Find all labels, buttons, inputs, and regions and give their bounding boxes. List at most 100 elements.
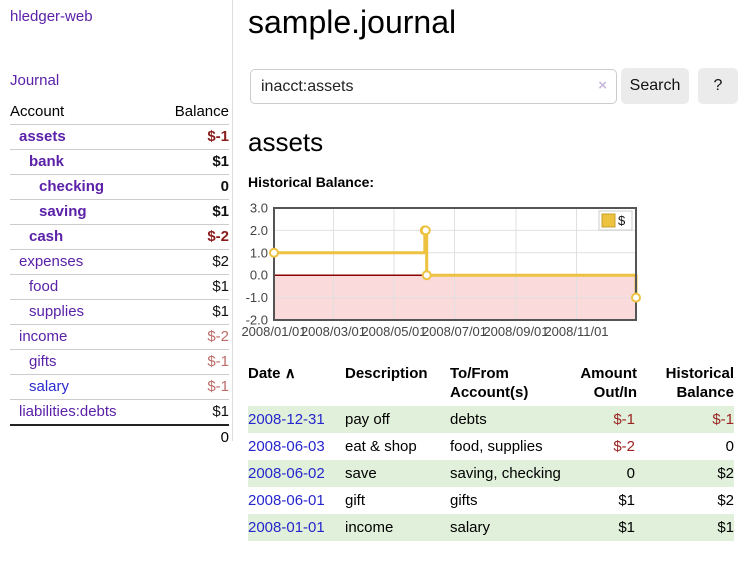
data-point — [631, 292, 641, 303]
transaction-accounts: food, supplies — [450, 438, 543, 455]
column-amount: Amount Out/In — [580, 365, 637, 401]
y-tick-label: 2.0 — [250, 223, 268, 238]
accounts-header-row: Account Balance — [10, 100, 229, 125]
legend-label: $ — [618, 213, 626, 228]
chart-title: Historical Balance: — [248, 174, 375, 190]
search-form: × Search ? — [250, 68, 738, 104]
account-balance: $1 — [155, 299, 229, 325]
help-button[interactable]: ? — [698, 68, 738, 104]
transaction-amount: $1 — [618, 492, 635, 509]
account-link[interactable]: expenses — [19, 253, 84, 270]
transaction-accounts: debts — [450, 411, 487, 428]
search-button[interactable]: Search — [621, 68, 689, 104]
transaction-description: gift — [345, 492, 366, 509]
account-row: supplies $1 — [10, 299, 229, 325]
register-table: Date ∧ Description To/From Account(s) Am… — [248, 360, 734, 541]
account-name-cell: food — [10, 274, 156, 300]
account-row: bank $1 — [10, 149, 229, 175]
account-link[interactable]: supplies — [29, 303, 85, 320]
account-row: food $1 — [10, 274, 229, 300]
transaction-date-cell: 2008-12-31 — [248, 406, 345, 433]
clear-search-icon[interactable]: × — [598, 77, 607, 94]
transaction-balance: $-1 — [712, 411, 734, 428]
y-tick-label: -2.0 — [246, 313, 268, 328]
account-link[interactable]: liabilities:debts — [19, 403, 117, 420]
account-balance: $1 — [155, 399, 229, 425]
account-name-cell: cash — [10, 224, 156, 250]
account-link[interactable]: food — [29, 278, 59, 295]
plot-border — [273, 207, 637, 321]
accounts-total-row: 0 — [10, 424, 229, 450]
transaction-date-link[interactable]: 2008-06-01 — [248, 492, 325, 509]
account-name-cell: checking — [10, 174, 156, 200]
data-point — [269, 247, 279, 258]
transaction-date-link[interactable]: 2008-06-02 — [248, 465, 325, 482]
y-tick-label: -1.0 — [246, 290, 268, 305]
account-row: assets $-1 — [10, 124, 229, 150]
column-balance: Historical Balance — [665, 365, 734, 401]
register-row: 2008-06-02 save saving, checking 0 $2 — [248, 460, 734, 487]
account-balance: $1 — [155, 274, 229, 300]
transaction-amount: $-2 — [613, 438, 635, 455]
transaction-date-link[interactable]: 2008-01-01 — [248, 519, 325, 536]
account-link[interactable]: income — [19, 328, 68, 345]
accounts-header-balance: Balance — [174, 103, 229, 120]
account-row: checking 0 — [10, 174, 229, 200]
transaction-date-cell: 2008-06-03 — [248, 433, 345, 460]
register-row: 2008-06-03 eat & shop food, supplies $-2 0 — [248, 433, 734, 460]
accounts-total-balance: 0 — [155, 424, 229, 450]
transaction-accounts: gifts — [450, 492, 478, 509]
y-tick-label: 1.0 — [250, 245, 268, 260]
transaction-date-link[interactable]: 2008-12-31 — [248, 411, 325, 428]
sidebar-item-journal[interactable]: Journal — [10, 72, 60, 89]
transaction-amount: $1 — [618, 519, 635, 536]
column-date[interactable]: Date ∧ — [248, 360, 345, 406]
transaction-accounts: saving, checking — [450, 465, 561, 482]
account-balance: $1 — [155, 149, 229, 175]
y-tick-label: 3.0 — [250, 201, 268, 216]
column-description: Description — [345, 365, 428, 382]
x-tick-label: 2008/05/01 — [361, 324, 426, 339]
data-point — [420, 225, 431, 236]
transaction-date-cell: 2008-06-01 — [248, 487, 345, 514]
account-name-cell: expenses — [10, 249, 156, 275]
y-tick-label: 0.0 — [250, 268, 268, 283]
account-link[interactable]: saving — [39, 203, 87, 220]
transaction-balance: $2 — [717, 465, 734, 482]
historical-balance-chart: 3.0 2.0 1.0 0.0 -1.0 -2.0 2008/01/01 2008/03/01… — [238, 198, 708, 348]
account-balance: $-1 — [155, 124, 229, 150]
transaction-date-link[interactable]: 2008-06-03 — [248, 438, 325, 455]
account-name-cell: gifts — [10, 349, 156, 375]
account-link[interactable]: bank — [29, 153, 65, 170]
account-balance: $-1 — [155, 374, 229, 400]
account-row: income $-2 — [10, 324, 229, 350]
page-title: sample.journal — [248, 4, 457, 40]
transaction-balance: $1 — [717, 519, 734, 536]
account-name-cell: income — [10, 324, 156, 350]
register-row: 2008-01-01 income salary $1 $1 — [248, 514, 734, 541]
x-tick-label: 2008/07/01 — [422, 324, 487, 339]
app-title-link[interactable]: hledger-web — [10, 8, 93, 25]
account-link[interactable]: cash — [29, 228, 64, 245]
sidebar: hledger-web Journal Account Balance asse… — [0, 0, 233, 450]
account-link[interactable]: salary — [29, 378, 70, 395]
accounts-table: Account Balance assets $-1 bank $1 checking 0… — [10, 100, 229, 450]
account-name-cell: salary — [10, 374, 156, 400]
account-balance: 0 — [155, 174, 229, 200]
register-row: 2008-06-01 gift gifts $1 $2 — [248, 487, 734, 514]
account-name-cell: assets — [10, 124, 156, 150]
search-input[interactable] — [250, 69, 617, 104]
account-link[interactable]: gifts — [29, 353, 57, 370]
transaction-accounts: salary — [450, 519, 491, 536]
account-row: gifts $-1 — [10, 349, 229, 375]
register-header-row: Date ∧ Description To/From Account(s) Am… — [248, 360, 734, 406]
account-row: expenses $2 — [10, 249, 229, 275]
transaction-balance: 0 — [725, 438, 734, 455]
account-link[interactable]: assets — [19, 128, 66, 145]
x-tick-label: 2008/11/01 — [544, 324, 608, 339]
account-balance: $2 — [155, 249, 229, 275]
account-balance: $1 — [155, 199, 229, 225]
transaction-description: save — [345, 465, 377, 482]
transaction-date-cell: 2008-01-01 — [248, 514, 345, 541]
account-link[interactable]: checking — [39, 178, 105, 195]
